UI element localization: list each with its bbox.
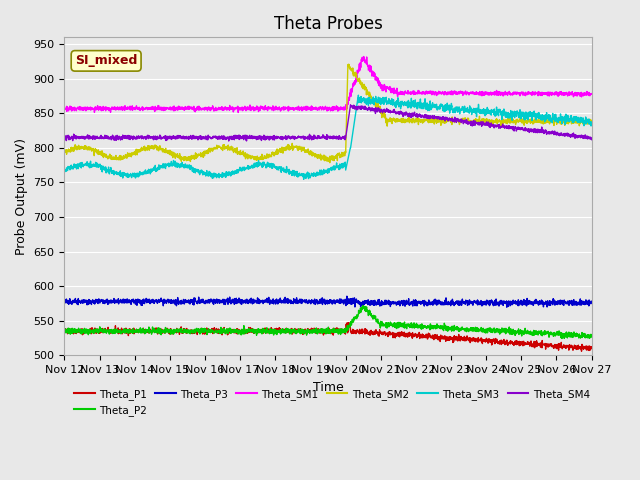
Theta_SM3 xyxy=(61,165,68,170)
Title: Theta Probes: Theta Probes xyxy=(273,15,383,33)
Theta_SM2 xyxy=(61,149,68,155)
Theta_SM2 xyxy=(556,119,564,124)
Theta_SM4 xyxy=(556,132,564,138)
Theta_SM3 xyxy=(300,177,307,182)
Theta_P3 xyxy=(588,299,595,305)
Theta_SM1 xyxy=(541,90,549,96)
Theta_SM4 xyxy=(207,135,215,141)
Theta_P1 xyxy=(588,345,595,350)
Theta_SM1 xyxy=(207,107,215,112)
Theta_SM1 xyxy=(355,68,362,74)
Theta_SM4 xyxy=(343,125,351,131)
Theta_SM3 xyxy=(207,171,215,177)
Theta_P1 xyxy=(207,327,215,333)
Theta_SM2 xyxy=(588,120,595,126)
Text: SI_mixed: SI_mixed xyxy=(75,54,138,67)
Theta_P3 xyxy=(541,301,549,307)
Theta_P3 xyxy=(343,293,351,299)
Theta_P3 xyxy=(355,298,362,304)
Theta_SM4 xyxy=(347,102,355,108)
Theta_P2 xyxy=(343,328,351,334)
Theta_P2 xyxy=(588,334,595,339)
Theta_SM1 xyxy=(234,109,242,115)
Legend: Theta_P1, Theta_P2, Theta_P3, Theta_SM1, Theta_SM2, Theta_SM3, Theta_SM4: Theta_P1, Theta_P2, Theta_P3, Theta_SM1,… xyxy=(70,384,594,420)
Theta_SM3 xyxy=(355,95,363,100)
Line: Theta_SM1: Theta_SM1 xyxy=(65,57,591,112)
Theta_P3 xyxy=(343,299,351,305)
Theta_P1 xyxy=(541,341,549,347)
Theta_P3 xyxy=(503,304,511,310)
Theta_P2 xyxy=(355,312,362,317)
Theta_SM2 xyxy=(481,119,489,125)
Theta_SM4 xyxy=(61,135,68,141)
Theta_SM1 xyxy=(481,89,489,95)
Theta_P1 xyxy=(481,337,489,343)
Theta_P2 xyxy=(207,327,215,333)
Theta_P1 xyxy=(343,320,351,326)
Line: Theta_SM4: Theta_SM4 xyxy=(65,105,591,141)
Line: Theta_SM3: Theta_SM3 xyxy=(65,95,591,180)
Theta_P2 xyxy=(481,328,489,334)
Theta_SM3 xyxy=(343,160,351,166)
Line: Theta_P1: Theta_P1 xyxy=(65,323,591,351)
Theta_P2 xyxy=(558,336,566,341)
Theta_SM2 xyxy=(344,61,352,67)
Theta_P1 xyxy=(578,348,586,354)
Theta_SM1 xyxy=(61,106,68,111)
Theta_SM1 xyxy=(343,106,351,112)
Theta_SM3 xyxy=(541,114,549,120)
Line: Theta_SM2: Theta_SM2 xyxy=(65,64,591,163)
Theta_SM3 xyxy=(556,117,564,123)
Theta_P2 xyxy=(61,330,68,336)
Theta_P2 xyxy=(541,328,549,334)
Theta_P1 xyxy=(61,327,68,333)
Theta_SM2 xyxy=(326,160,333,166)
Y-axis label: Probe Output (mV): Probe Output (mV) xyxy=(15,138,28,255)
Theta_P3 xyxy=(481,300,489,305)
Theta_SM4 xyxy=(355,104,363,110)
Theta_P1 xyxy=(556,344,564,349)
Theta_P1 xyxy=(355,329,362,335)
Theta_SM1 xyxy=(588,91,595,97)
Line: Theta_P2: Theta_P2 xyxy=(65,305,591,338)
Theta_P1 xyxy=(345,320,353,325)
Theta_SM3 xyxy=(481,112,489,118)
Theta_P3 xyxy=(556,301,564,307)
Theta_P2 xyxy=(358,302,366,308)
Theta_SM4 xyxy=(588,137,595,143)
Theta_SM3 xyxy=(588,120,595,125)
Theta_P2 xyxy=(556,331,564,337)
Theta_P3 xyxy=(207,298,215,303)
Theta_SM4 xyxy=(225,138,232,144)
Theta_SM2 xyxy=(541,120,549,126)
Theta_SM4 xyxy=(481,120,489,126)
Theta_P3 xyxy=(61,299,68,304)
Theta_SM3 xyxy=(355,92,362,98)
Theta_SM2 xyxy=(355,78,363,84)
X-axis label: Time: Time xyxy=(312,381,343,394)
Line: Theta_P3: Theta_P3 xyxy=(65,296,591,307)
Theta_SM2 xyxy=(207,148,215,154)
Theta_SM4 xyxy=(541,127,549,133)
Theta_SM1 xyxy=(556,91,564,97)
Theta_SM2 xyxy=(343,91,351,97)
Theta_SM1 xyxy=(360,54,367,60)
